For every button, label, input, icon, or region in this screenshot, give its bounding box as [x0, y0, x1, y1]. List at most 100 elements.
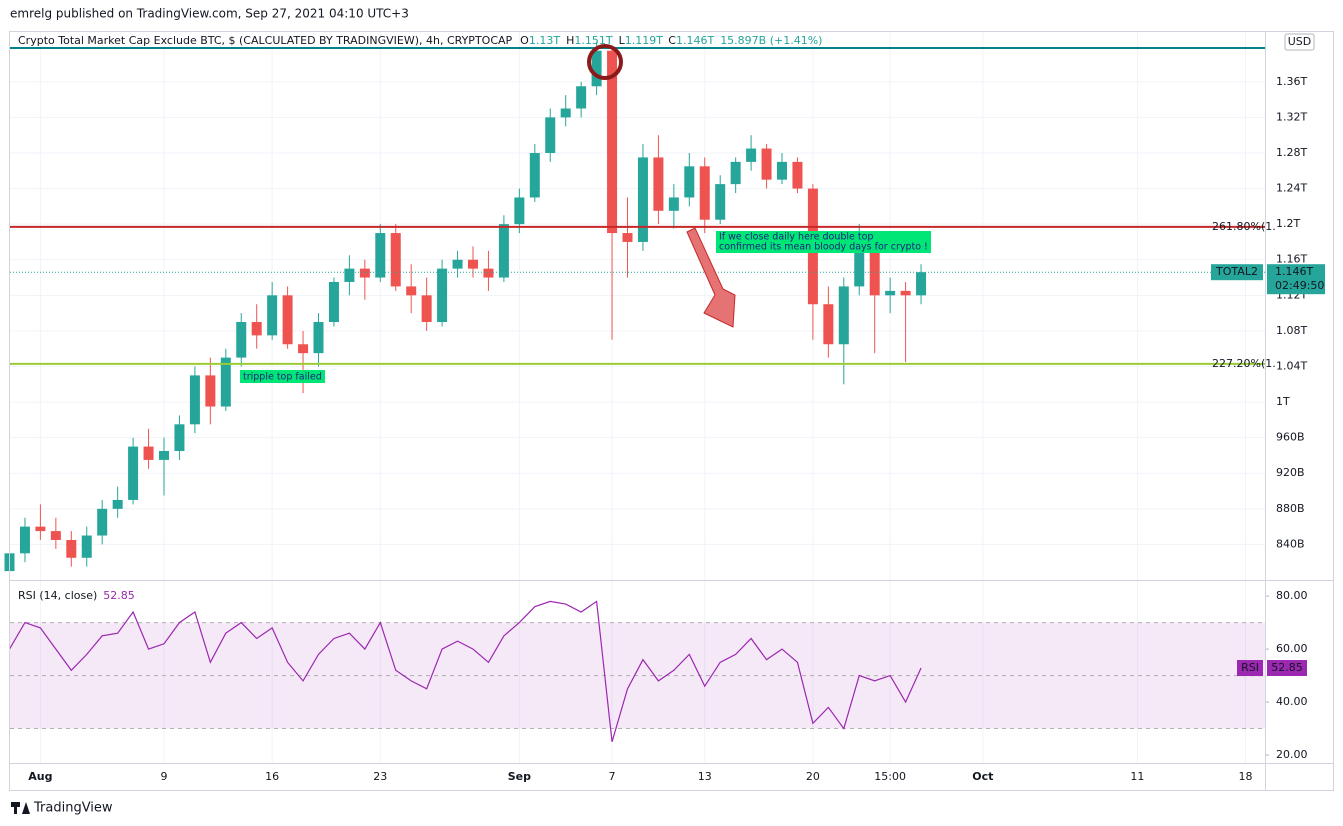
ohlc-key: H: [566, 34, 574, 47]
x-tick-label: 18: [1239, 770, 1253, 783]
candle-body: [298, 344, 309, 354]
candle-body: [97, 508, 108, 536]
annotation-box: [716, 231, 931, 253]
plot-layer: Aug 9 16 23 Sep 7 13 20 15:00 Oct 11 18 840B 880B 920B…: [4, 32, 1325, 783]
candle-body: [344, 268, 355, 282]
candle-body: [684, 166, 695, 198]
chart-legend: Crypto Total Market Cap Exclude BTC, $ (…: [18, 34, 822, 47]
candle-body: [468, 259, 478, 269]
x-tick-label: 11: [1130, 770, 1144, 783]
rsi-value: 52.85: [103, 589, 135, 602]
candle-body: [529, 152, 540, 198]
rsi-line: [8, 600, 922, 742]
x-tick-label: 7: [609, 770, 616, 783]
brand-icon: [22, 802, 30, 814]
y-tick-label: 1.16T: [1276, 253, 1307, 266]
candle-body: [159, 451, 169, 460]
candle-body: [220, 357, 231, 407]
value-tag-label: 52.85: [1271, 661, 1303, 674]
value-tag: [1267, 660, 1307, 677]
candle-body: [622, 233, 633, 242]
candle-body: [19, 526, 30, 554]
candle-body: [375, 233, 386, 278]
candle-body: [498, 224, 509, 278]
candle-body: [761, 148, 772, 180]
y-tick-label: 1.36T: [1276, 75, 1307, 88]
series-tag: [1237, 660, 1263, 677]
candle-body: [205, 375, 216, 407]
change: 15.897B (+1.41%): [720, 34, 822, 47]
brand: TradingView: [11, 801, 113, 816]
candle-body: [313, 322, 324, 354]
brand-name: TradingView: [33, 801, 113, 816]
candle-body: [699, 166, 710, 220]
level-label: 261.80%(1.: [1212, 220, 1276, 233]
frame: [9, 31, 1334, 791]
ohlc-value: 1.119T: [625, 34, 663, 47]
ohlc-key: L: [619, 34, 626, 47]
candle-body: [777, 161, 787, 180]
series-tag-name: RSI: [1241, 661, 1259, 674]
candle-body: [900, 290, 911, 296]
candle-body: [653, 157, 664, 211]
candle-body: [483, 268, 494, 278]
chart-title: Crypto Total Market Cap Exclude BTC, $ (…: [18, 34, 513, 47]
y-tick-label: 80.00: [1276, 589, 1308, 602]
candle-body: [112, 499, 123, 509]
candle-body: [128, 446, 139, 500]
y-tick-label: 1.04T: [1276, 359, 1307, 372]
candle-body: [66, 539, 77, 558]
candle-body: [50, 531, 61, 540]
y-tick-label: 1.2T: [1276, 217, 1300, 230]
candle-body: [390, 233, 401, 287]
candle-body: [746, 148, 757, 162]
y-tick-label: 1T: [1276, 395, 1290, 408]
candle-body: [916, 272, 927, 296]
currency: USD: [1288, 35, 1312, 48]
candle-body: [251, 322, 262, 336]
candle-body: [359, 268, 370, 278]
candle-body: [730, 161, 741, 185]
x-tick-label: 13: [698, 770, 712, 783]
ohlc-key: C: [668, 34, 676, 47]
brand-icon: [14, 802, 17, 814]
series-tag-name: TOTAL2: [1215, 265, 1258, 278]
y-tick-label: 1.24T: [1276, 182, 1307, 195]
top-circle: [587, 44, 623, 80]
y-tick-label: 1.32T: [1276, 110, 1307, 123]
candle-body: [143, 446, 154, 460]
y-tick-label: 960B: [1276, 431, 1305, 444]
candle-body: [267, 295, 278, 336]
candle-body: [637, 157, 648, 242]
annotation-text: confirmed its mean bloody days for crypt…: [719, 242, 928, 253]
y-tick-label: 60.00: [1276, 642, 1308, 655]
candle-body: [406, 286, 417, 296]
candle-body: [514, 197, 525, 225]
annotation-text: If we close daily here double top: [719, 232, 873, 243]
candle-body: [869, 250, 880, 296]
x-tick-label: 23: [373, 770, 387, 783]
y-tick-label: 1.28T: [1276, 146, 1307, 159]
x-tick-label: Aug: [28, 770, 52, 783]
candle-body: [715, 184, 726, 220]
candle-body: [838, 286, 849, 345]
candle-body: [607, 50, 618, 234]
candle-body: [189, 375, 200, 425]
candle-body: [591, 50, 602, 87]
candle-body: [421, 295, 432, 323]
y-tick-label: 1.08T: [1276, 324, 1307, 337]
candle-body: [545, 117, 556, 153]
ohlc-value: 1.146T: [676, 34, 714, 47]
price-tag-value: 1.146T: [1275, 265, 1313, 278]
candle-body: [576, 86, 587, 109]
y-tick-label: 40.00: [1276, 695, 1308, 708]
x-tick-label: Oct: [972, 770, 993, 783]
annotation-box: [240, 370, 325, 383]
candle-body: [823, 304, 834, 345]
y-tick-label: 840B: [1276, 537, 1305, 550]
candle-body: [560, 108, 571, 118]
candle-body: [452, 259, 463, 269]
rsi-legend: RSI (14, close) 52.85: [18, 589, 135, 602]
